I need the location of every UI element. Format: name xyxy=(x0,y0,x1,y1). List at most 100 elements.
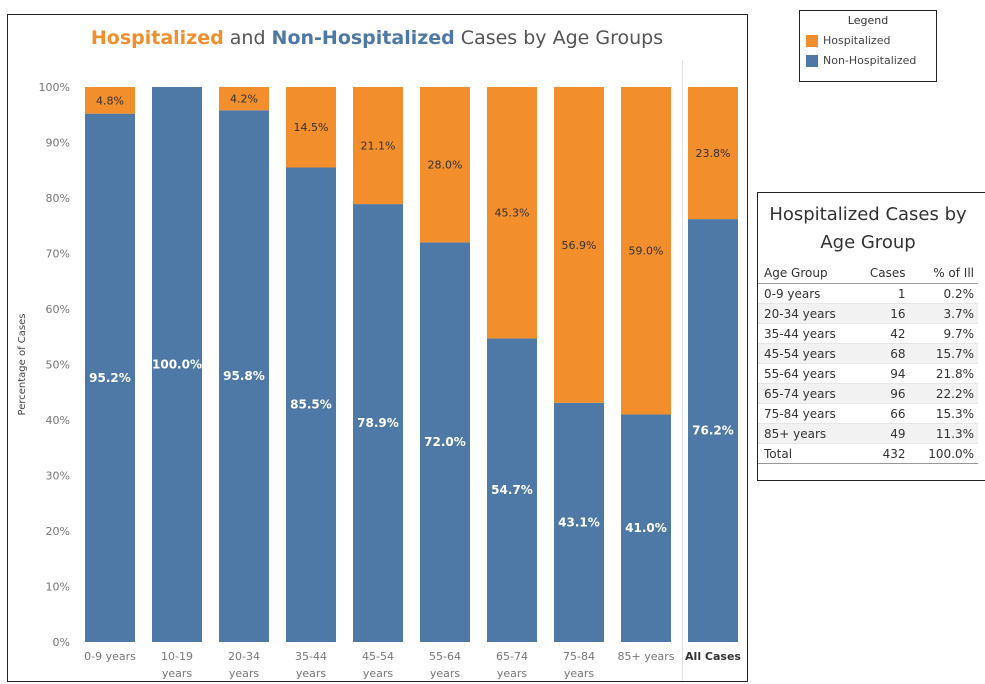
bar-non-hospitalized[interactable] xyxy=(286,167,336,642)
row-age-group: 35-44 years xyxy=(758,323,854,344)
table-row: 35-44 years 42 9.7% xyxy=(758,323,978,344)
row-age-group: 45-54 years xyxy=(758,343,854,364)
x-tick-label: years xyxy=(430,667,461,680)
row-cases: 94 xyxy=(853,363,910,384)
col-header-pct-ill[interactable]: % of Ill xyxy=(909,263,978,284)
data-label-non-hospitalized: 78.9% xyxy=(357,416,399,430)
table-row: 45-54 years 68 15.7% xyxy=(758,343,978,364)
bar-hospitalized[interactable] xyxy=(420,87,470,243)
y-tick-label: 100% xyxy=(39,81,70,94)
bar-non-hospitalized[interactable] xyxy=(420,242,470,642)
table-title: Hospitalized Cases by Age Group xyxy=(758,201,978,257)
bar-hospitalized[interactable] xyxy=(219,87,269,111)
row-pct-ill: 15.7% xyxy=(909,343,978,364)
bar-hospitalized[interactable] xyxy=(353,87,403,205)
x-tick-label: years xyxy=(296,667,327,680)
row-age-group: 20-34 years xyxy=(758,303,854,324)
y-tick-label: 20% xyxy=(46,525,70,538)
row-cases: 66 xyxy=(853,403,910,424)
legend-label-non-hospitalized: Non-Hospitalized xyxy=(823,54,917,67)
x-tick-label: years xyxy=(363,667,394,680)
data-label-hospitalized: 4.8% xyxy=(96,94,124,107)
legend-label-hospitalized: Hospitalized xyxy=(823,34,891,47)
legend: Legend Hospitalized Non-Hospitalized xyxy=(799,10,937,82)
row-cases: 68 xyxy=(853,343,910,364)
data-label-hospitalized: 21.1% xyxy=(361,140,396,153)
bar-non-hospitalized[interactable] xyxy=(152,87,202,642)
data-label-hospitalized: 59.0% xyxy=(629,245,664,258)
bar-non-hospitalized[interactable] xyxy=(554,402,604,642)
table-title-line2: Age Group xyxy=(820,232,916,253)
x-tick-label: 65-74 xyxy=(496,650,528,663)
bar-hospitalized[interactable] xyxy=(688,87,738,220)
bar-non-hospitalized[interactable] xyxy=(487,338,537,642)
total-label: Total xyxy=(758,443,854,464)
x-tick-label: years xyxy=(497,667,528,680)
chart-title: Hospitalized and Non-Hospitalized Cases … xyxy=(91,27,663,49)
bar-hospitalized[interactable] xyxy=(487,87,537,339)
title-rest: Cases by Age Groups xyxy=(455,27,663,49)
data-label-non-hospitalized: 100.0% xyxy=(152,358,202,372)
col-header-age-group[interactable]: Age Group xyxy=(758,263,854,284)
bar-hospitalized[interactable] xyxy=(621,87,671,415)
data-label-non-hospitalized: 76.2% xyxy=(692,424,734,438)
y-tick-label: 80% xyxy=(46,192,70,205)
hospitalized-cases-table-panel: Hospitalized Cases by Age Group Age Grou… xyxy=(757,192,985,481)
data-label-non-hospitalized: 43.1% xyxy=(558,515,600,529)
table-row: 65-74 years 96 22.2% xyxy=(758,383,978,404)
row-pct-ill: 22.2% xyxy=(909,383,978,404)
data-label-hospitalized: 56.9% xyxy=(562,239,597,252)
table-row: 20-34 years 16 3.7% xyxy=(758,303,978,324)
x-tick-label: 85+ years xyxy=(618,650,675,663)
table-title-line1: Hospitalized Cases by xyxy=(769,204,967,225)
y-tick-label: 10% xyxy=(46,581,70,594)
x-tick-label: years xyxy=(229,667,260,680)
row-age-group: 0-9 years xyxy=(758,283,854,304)
title-non-hospitalized: Non-Hospitalized xyxy=(272,27,455,49)
data-label-non-hospitalized: 85.5% xyxy=(290,398,332,412)
bar-non-hospitalized[interactable] xyxy=(353,204,403,643)
data-label-hospitalized: 45.3% xyxy=(495,207,530,220)
row-pct-ill: 0.2% xyxy=(909,283,978,304)
bar-non-hospitalized[interactable] xyxy=(85,113,135,642)
data-label-hospitalized: 23.8% xyxy=(696,147,731,160)
bar-hospitalized[interactable] xyxy=(554,87,604,403)
table-row: 55-64 years 94 21.8% xyxy=(758,363,978,384)
data-label-non-hospitalized: 95.8% xyxy=(223,369,265,383)
y-tick-label: 90% xyxy=(46,137,70,150)
chart-panel: Hospitalized and Non-Hospitalized Cases … xyxy=(7,14,748,682)
data-label-hospitalized: 14.5% xyxy=(294,121,329,134)
x-tick-label: years xyxy=(162,667,193,680)
row-age-group: 65-74 years xyxy=(758,383,854,404)
bar-non-hospitalized[interactable] xyxy=(688,219,738,642)
row-pct-ill: 21.8% xyxy=(909,363,978,384)
bar-non-hospitalized[interactable] xyxy=(621,414,671,642)
x-tick-label: 75-84 xyxy=(563,650,595,663)
total-pct: 100.0% xyxy=(909,443,978,464)
y-tick-label: 0% xyxy=(53,636,70,649)
y-tick-label: 70% xyxy=(46,248,70,261)
table-row: 0-9 years 1 0.2% xyxy=(758,283,978,304)
row-pct-ill: 15.3% xyxy=(909,403,978,424)
total-cases: 432 xyxy=(853,443,910,464)
row-cases: 42 xyxy=(853,323,910,344)
row-pct-ill: 3.7% xyxy=(909,303,978,324)
y-tick-label: 60% xyxy=(46,303,70,316)
y-axis-label: Percentage of Cases xyxy=(17,314,28,416)
bar-hospitalized[interactable] xyxy=(286,87,336,168)
col-header-cases[interactable]: Cases xyxy=(853,263,910,284)
x-tick-label: 45-54 xyxy=(362,650,394,663)
data-label-non-hospitalized: 54.7% xyxy=(491,483,533,497)
data-label-non-hospitalized: 95.2% xyxy=(89,371,131,385)
bar-non-hospitalized[interactable] xyxy=(219,110,269,642)
data-label-hospitalized: 4.2% xyxy=(230,93,258,106)
y-tick-label: 40% xyxy=(46,414,70,427)
x-tick-label: All Cases xyxy=(685,650,741,663)
legend-swatch-non-hospitalized xyxy=(806,55,818,67)
row-pct-ill: 11.3% xyxy=(909,423,978,444)
bar-hospitalized[interactable] xyxy=(85,87,135,114)
row-cases: 49 xyxy=(853,423,910,444)
legend-swatch-hospitalized xyxy=(806,35,818,47)
row-cases: 16 xyxy=(853,303,910,324)
row-age-group: 85+ years xyxy=(758,423,854,444)
